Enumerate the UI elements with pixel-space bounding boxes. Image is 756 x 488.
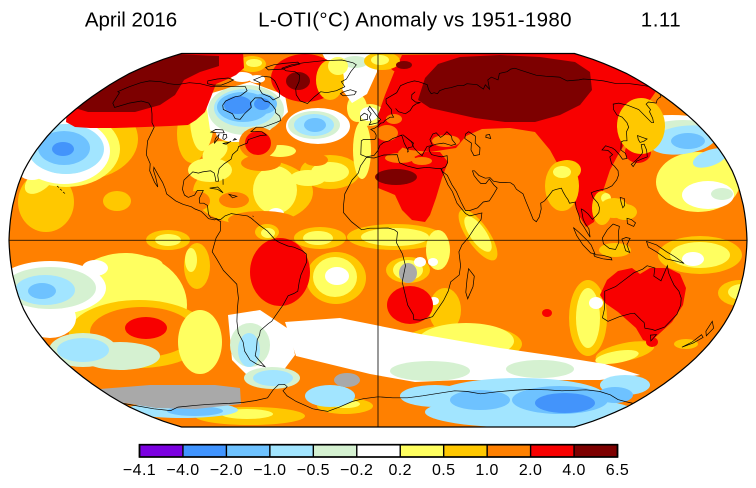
svg-text:4.0: 4.0 <box>562 462 585 479</box>
svg-text:1.11: 1.11 <box>641 9 681 32</box>
svg-text:1.0: 1.0 <box>475 462 498 479</box>
svg-text:−0.5: −0.5 <box>297 462 330 479</box>
svg-text:0.5: 0.5 <box>432 462 455 479</box>
svg-text:L-OTI(°C) Anomaly vs 1951-1980: L-OTI(°C) Anomaly vs 1951-1980 <box>258 9 572 32</box>
svg-text:−2.0: −2.0 <box>210 462 243 479</box>
svg-text:6.5: 6.5 <box>606 462 629 479</box>
svg-text:−0.2: −0.2 <box>340 462 373 479</box>
svg-text:−4.1: −4.1 <box>123 462 156 479</box>
svg-text:−4.0: −4.0 <box>166 462 199 479</box>
svg-text:April 2016: April 2016 <box>85 9 177 32</box>
svg-text:2.0: 2.0 <box>519 462 542 479</box>
svg-text:−1.0: −1.0 <box>253 462 286 479</box>
svg-text:0.2: 0.2 <box>389 462 412 479</box>
